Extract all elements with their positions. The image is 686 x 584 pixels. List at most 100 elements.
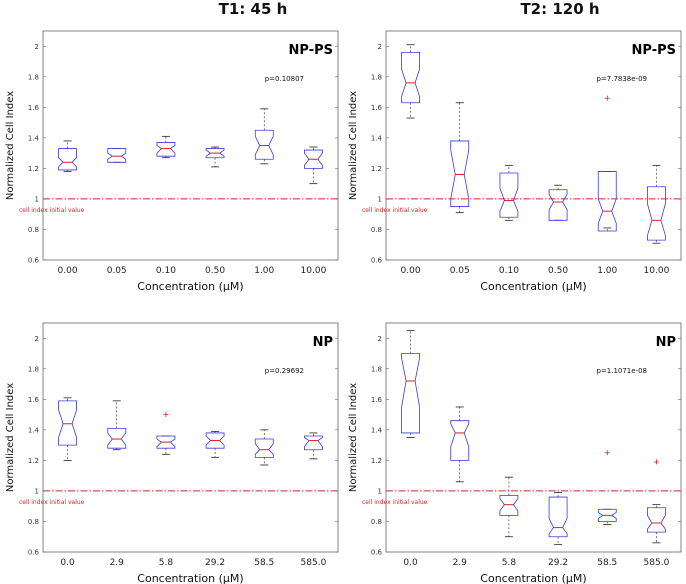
box-58.5: [254, 438, 274, 458]
y-tick-label: 0.8: [371, 518, 382, 526]
box-0.10: [499, 172, 519, 218]
chart-np-t2: 0.6 0.8 1 1.2 1.4 1.6 1.8 2 cell index initial v…: [348, 322, 682, 584]
reference-line-label: cell index initial value: [19, 499, 85, 506]
x-tick-label: 58.5: [597, 558, 617, 568]
y-tick-label: 1.8: [28, 365, 39, 373]
y-tick-label: 2: [378, 335, 382, 343]
y-tick-label: 1.2: [371, 457, 382, 465]
y-tick-label: 1.4: [371, 426, 383, 434]
y-tick-label: 0.6: [28, 549, 40, 557]
p-value-label: p=7.7838e-09: [596, 75, 647, 83]
chart-np-t1: 0.6 0.8 1 1.2 1.4 1.6 1.8 2 cell index initial v…: [5, 322, 339, 584]
box-0.00: [58, 148, 77, 171]
chart-np-ps-t1: 0.6 0.8 1 1.2 1.4 1.6 1.8 2 cell index initial v…: [5, 30, 339, 292]
p-value-label: p=0.10807: [265, 75, 304, 83]
y-tick-label: 0.8: [28, 226, 39, 234]
panel-title: NP: [313, 335, 333, 350]
x-tick-label: 0.00: [58, 266, 78, 276]
y-tick-label: 1.8: [371, 365, 382, 373]
box-10.00: [304, 149, 323, 169]
x-axis-label: Concentration (μM): [137, 280, 243, 292]
x-tick-label: 585.0: [301, 558, 327, 568]
y-tick-label: 1: [378, 487, 382, 495]
y-tick-label: 1: [35, 487, 39, 495]
x-tick-label: 0.00: [401, 266, 421, 276]
p-value-label: p=0.29692: [265, 367, 304, 375]
p-value-label: p=1.1071e-08: [596, 367, 647, 375]
y-tick-label: 1: [35, 195, 39, 203]
box-585.0: [647, 507, 666, 533]
box-0.50: [205, 148, 225, 159]
y-axis-label: Normalized Cell Index: [348, 91, 359, 200]
box-0.05: [450, 140, 470, 207]
y-tick-label: 1.2: [28, 457, 39, 465]
y-tick-label: 1.4: [28, 426, 40, 434]
chart-np-ps-t2: 0.6 0.8 1 1.2 1.4 1.6 1.8 2 cell index initial v…: [348, 30, 682, 292]
y-tick-label: 1.6: [371, 104, 383, 112]
x-tick-label: 2.9: [453, 558, 468, 568]
plot-frame: [42, 322, 339, 553]
plot-frame: [385, 30, 682, 261]
plot-frame: [42, 30, 339, 261]
y-tick-label: 1.8: [28, 73, 39, 81]
y-tick-label: 2: [35, 43, 39, 51]
column-title-t1: T1: 45 h: [218, 0, 288, 18]
x-tick-label: 0.10: [499, 266, 519, 276]
y-tick-label: 2: [35, 335, 39, 343]
y-tick-label: 1.8: [371, 73, 382, 81]
x-tick-label: 58.5: [254, 558, 274, 568]
x-tick-label: 0.50: [548, 266, 568, 276]
x-tick-label: 0.05: [107, 266, 127, 276]
x-tick-label: 5.8: [159, 558, 174, 568]
box-585.0: [304, 435, 323, 451]
x-tick-label: 5.8: [502, 558, 517, 568]
box-2.9: [450, 420, 470, 461]
x-axis-label: Concentration (μM): [137, 572, 243, 584]
x-tick-label: 0.50: [205, 266, 225, 276]
x-axis-label: Concentration (μM): [480, 572, 586, 584]
box-0.00: [401, 51, 420, 104]
panel-title: NP: [656, 335, 676, 350]
y-axis-label: Normalized Cell Index: [5, 383, 16, 492]
y-tick-label: 1.6: [28, 396, 40, 404]
y-tick-label: 1.6: [28, 104, 40, 112]
y-tick-label: 1: [378, 195, 382, 203]
x-tick-label: 0.0: [60, 558, 75, 568]
y-axis-label: Normalized Cell Index: [348, 383, 359, 492]
y-tick-label: 1.4: [371, 134, 383, 142]
column-title-t2: T2: 120 h: [520, 0, 600, 18]
y-tick-label: 1.2: [28, 165, 39, 173]
y-tick-label: 1.2: [371, 165, 382, 173]
box-0.0: [58, 400, 77, 446]
x-tick-label: 29.2: [205, 558, 225, 568]
reference-line-label: cell index initial value: [19, 207, 85, 214]
box-29.2: [548, 496, 568, 538]
x-tick-label: 10.00: [644, 266, 670, 276]
box-10.00: [647, 186, 666, 241]
box-29.2: [205, 432, 225, 449]
x-tick-label: 585.0: [644, 558, 670, 568]
box-0.10: [156, 142, 176, 157]
box-58.5: [597, 508, 617, 522]
y-tick-label: 0.6: [371, 257, 383, 265]
reference-line-label: cell index initial value: [362, 499, 428, 506]
y-tick-label: 0.8: [28, 518, 39, 526]
x-tick-label: 0.10: [156, 266, 176, 276]
x-tick-label: 10.00: [301, 266, 327, 276]
y-tick-label: 1.4: [28, 134, 40, 142]
box-1.00: [254, 129, 274, 160]
x-tick-label: 0.0: [403, 558, 418, 568]
box-0.0: [401, 353, 420, 434]
y-axis-label: Normalized Cell Index: [5, 91, 16, 200]
y-tick-label: 2: [378, 43, 382, 51]
x-tick-label: 29.2: [548, 558, 568, 568]
box-0.50: [548, 189, 568, 221]
reference-line-label: cell index initial value: [362, 207, 428, 214]
y-tick-label: 0.8: [371, 226, 382, 234]
x-tick-label: 1.00: [254, 266, 274, 276]
x-tick-label: 0.05: [450, 266, 470, 276]
box-1.00: [597, 171, 617, 232]
x-tick-label: 2.9: [110, 558, 125, 568]
box-2.9: [107, 427, 127, 449]
x-axis-label: Concentration (μM): [480, 280, 586, 292]
